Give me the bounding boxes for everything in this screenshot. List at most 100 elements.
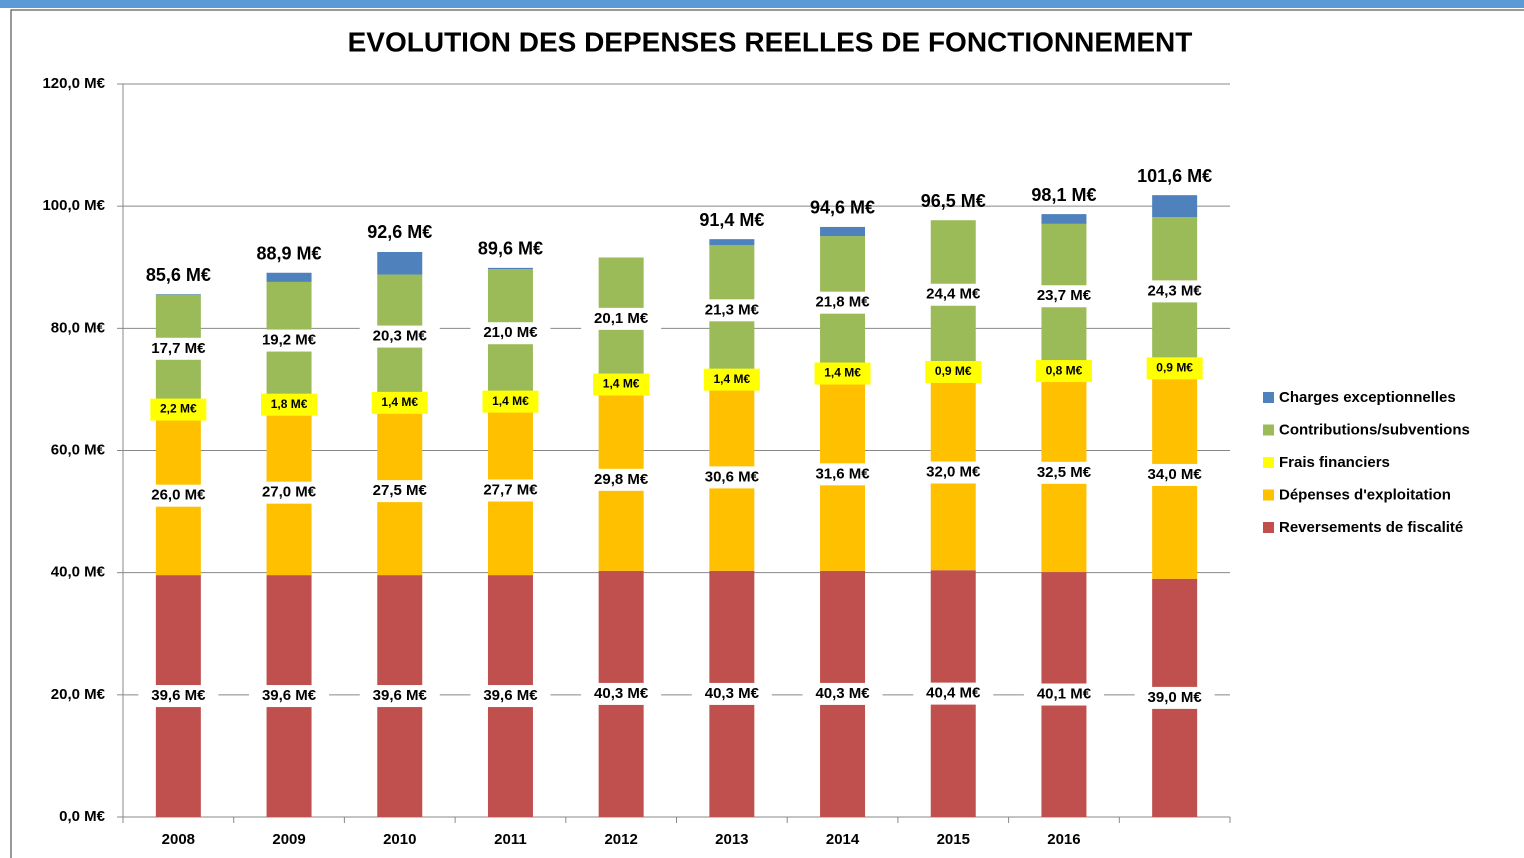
label-bg (814, 362, 871, 385)
label-bg (470, 322, 551, 345)
data-label: 19,2 M€ (262, 332, 317, 349)
data-label: 0,8 M€ (1046, 363, 1083, 377)
label-bg (1023, 285, 1104, 308)
data-label: 39,6 M€ (373, 687, 428, 704)
label-bg (913, 461, 994, 484)
label-bg (802, 682, 883, 705)
data-label: 20,1 M€ (594, 310, 649, 327)
y-tick-label: 0,0 M€ (59, 808, 106, 825)
y-tick-label: 40,0 M€ (51, 564, 106, 581)
label-bg (359, 480, 440, 503)
data-label: 0,9 M€ (935, 364, 972, 378)
top-stripe (0, 0, 1524, 8)
data-label: 32,5 M€ (1037, 464, 1092, 481)
x-tick-label: 2015 (937, 831, 970, 848)
data-label: 40,3 M€ (705, 685, 760, 702)
data-label: 1,4 M€ (603, 377, 640, 391)
data-label: 39,6 M€ (151, 687, 206, 704)
data-label: 1,8 M€ (271, 397, 308, 411)
data-label: 40,3 M€ (594, 685, 649, 702)
total-label: 101,6 M€ (1137, 166, 1212, 186)
label-bg (1023, 461, 1104, 484)
label-bg (482, 390, 539, 413)
x-tick-label: 2008 (162, 831, 195, 848)
label-bg (359, 325, 440, 348)
label-bg (802, 463, 883, 486)
data-label: 17,7 M€ (151, 340, 206, 357)
legend-label: Frais financiers (1279, 454, 1390, 471)
legend-swatch (1263, 489, 1274, 501)
legend-swatch (1263, 424, 1274, 436)
data-label: 27,0 M€ (262, 484, 317, 501)
label-bg (691, 682, 772, 705)
label-bg (1134, 280, 1215, 303)
data-label: 31,6 M€ (815, 465, 870, 482)
legend-label: Charges exceptionnelles (1279, 389, 1456, 406)
legend-label: Dépenses d'exploitation (1279, 486, 1451, 503)
data-label: 39,6 M€ (262, 687, 317, 704)
bar-segment (266, 272, 312, 282)
label-bg (138, 337, 219, 360)
label-bg (359, 685, 440, 708)
total-label: 98,1 M€ (1031, 185, 1096, 205)
y-tick-label: 120,0 M€ (42, 75, 105, 92)
data-label: 39,0 M€ (1148, 689, 1203, 706)
x-tick-label: 2012 (604, 831, 637, 848)
bar-segment (1152, 195, 1198, 218)
total-label: 89,6 M€ (478, 239, 543, 259)
label-bg (150, 398, 207, 421)
label-bg (470, 685, 551, 708)
label-bg (691, 466, 772, 489)
label-bg (371, 391, 428, 414)
label-bg (249, 481, 330, 504)
x-tick-label: 2011 (494, 831, 527, 848)
frame (10, 9, 1524, 858)
data-label: 1,4 M€ (714, 372, 751, 386)
label-bg (249, 685, 330, 708)
legend-label: Contributions/subventions (1279, 421, 1470, 438)
total-label: 91,4 M€ (699, 210, 764, 230)
data-label: 27,7 M€ (483, 481, 538, 498)
label-bg (138, 484, 219, 507)
bar-segment (709, 239, 755, 246)
data-label: 1,4 M€ (492, 394, 529, 408)
x-tick-label: 2009 (272, 831, 305, 848)
legend-swatch (1263, 522, 1274, 533)
bar-segment (155, 294, 201, 295)
bar-segment (820, 226, 866, 237)
legend-label: Reversements de fiscalité (1279, 519, 1463, 536)
label-bg (261, 393, 318, 416)
label-bg (1134, 686, 1215, 709)
label-bg (249, 329, 330, 352)
label-bg (581, 468, 662, 491)
data-label: 40,4 M€ (926, 685, 981, 702)
label-bg (581, 682, 662, 705)
total-label: 96,5 M€ (921, 191, 986, 211)
data-label: 26,0 M€ (151, 487, 206, 504)
label-bg (1035, 360, 1092, 383)
x-tick-label: 2016 (1047, 831, 1080, 848)
data-label: 40,3 M€ (815, 685, 870, 702)
x-tick-label: 2013 (715, 831, 748, 848)
label-bg (1023, 683, 1104, 706)
data-label: 21,8 M€ (815, 294, 870, 311)
data-label: 21,0 M€ (483, 324, 538, 341)
label-bg (1134, 463, 1215, 486)
data-label: 40,1 M€ (1037, 685, 1092, 702)
y-tick-label: 60,0 M€ (51, 441, 106, 458)
data-label: 27,5 M€ (373, 482, 428, 499)
label-bg (581, 307, 662, 330)
label-bg (593, 373, 650, 396)
data-label: 1,4 M€ (381, 395, 418, 409)
data-label: 2,2 M€ (160, 402, 197, 416)
data-label: 21,3 M€ (705, 301, 760, 318)
chart-title: EVOLUTION DES DEPENSES REELLES DE FONCTI… (348, 26, 1193, 57)
legend-swatch (1263, 457, 1274, 468)
y-tick-label: 80,0 M€ (51, 319, 106, 336)
y-tick-label: 100,0 M€ (42, 197, 105, 214)
x-tick-label: 2014 (826, 831, 860, 848)
y-tick-label: 20,0 M€ (51, 686, 106, 703)
bar-segment (377, 251, 423, 275)
label-bg (691, 299, 772, 322)
